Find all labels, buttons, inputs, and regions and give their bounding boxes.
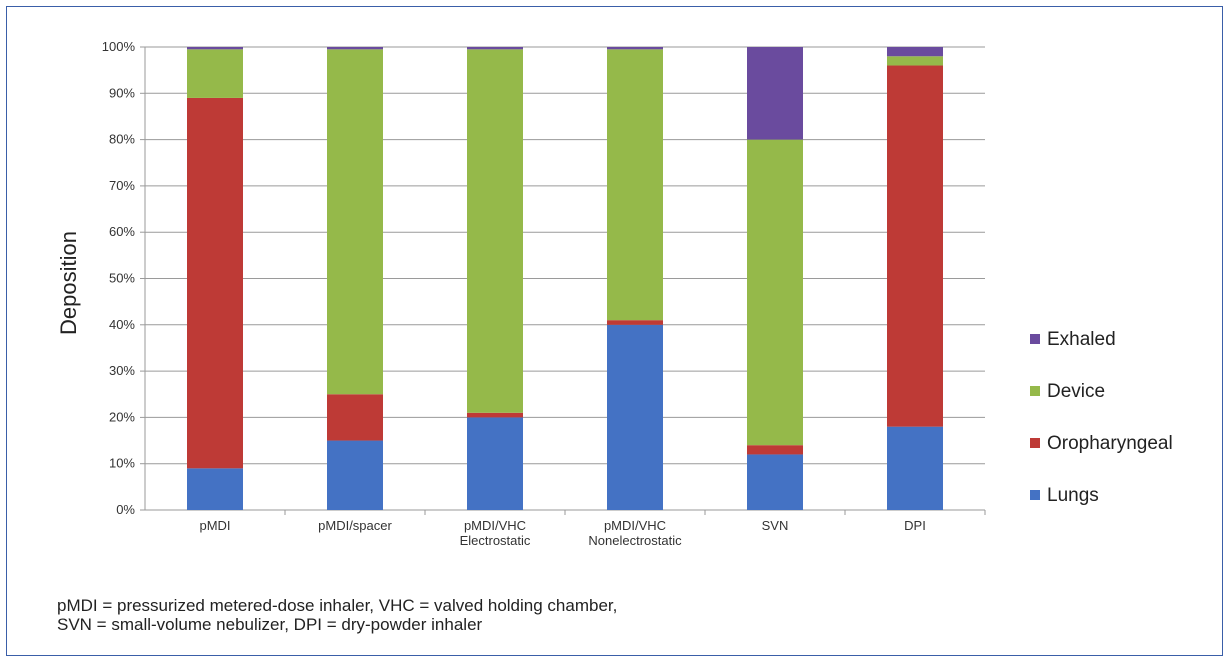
legend-label: Exhaled [1047,329,1116,350]
y-tick-label: 20% [109,409,135,424]
y-tick-label: 50% [109,271,135,286]
axes [140,46,986,515]
legend-item-device: Device [1030,381,1105,402]
bar-segment-device [887,56,943,66]
bar-segment-exhaled [327,47,383,50]
legend-swatch [1030,490,1040,500]
x-category-label: pMDI [199,518,230,533]
bar-segment-lungs [607,324,663,510]
bar-segment-device [607,49,663,321]
bar-segment-oropharyngeal [747,445,803,455]
legend-label: Lungs [1047,485,1099,506]
y-tick-label: 60% [109,224,135,239]
x-category-label: SVN [762,518,789,533]
bar-segment-lungs [187,468,243,510]
bar-segment-oropharyngeal [327,394,383,441]
legend-swatch [1030,334,1040,344]
x-category-label: pMDI/VHC Nonelectrostatic [588,518,682,548]
bar-segment-lungs [887,426,943,510]
legend-swatch [1030,386,1040,396]
y-tick-label: 100% [102,39,136,54]
x-category-label: DPI [904,518,926,533]
bar-segment-oropharyngeal [187,97,243,469]
bar-segment-oropharyngeal [467,412,523,418]
x-category-label: pMDI/spacer [318,518,392,533]
footnote: pMDI = pressurized metered-dose inhaler,… [57,596,1057,634]
legend-item-exhaled: Exhaled [1030,329,1116,350]
legend-swatch [1030,438,1040,448]
y-tick-labels: 0% 10% 20% 30% 40% 50% 60% 70% 80% 90% 100% [102,39,136,517]
bar-segment-lungs [327,440,383,510]
bar-segment-device [467,49,523,413]
legend: Exhaled Device Oropharyngeal Lungs [1030,329,1173,506]
bar-segment-exhaled [887,47,943,57]
y-tick-label: 10% [109,456,135,471]
x-category-label: pMDI/VHC Electrostatic [460,518,531,548]
bar-segment-device [747,139,803,446]
legend-label: Device [1047,381,1105,402]
y-tick-label: 90% [109,85,135,100]
legend-item-oropharyngeal: Oropharyngeal [1030,433,1173,454]
y-tick-label: 30% [109,363,135,378]
legend-label: Oropharyngeal [1047,433,1173,454]
footnote-line-1: pMDI = pressurized metered-dose inhaler,… [57,596,618,615]
y-tick-label: 40% [109,317,135,332]
y-tick-label: 80% [109,132,135,147]
bar-segment-oropharyngeal [607,320,663,325]
bar-segment-exhaled [747,47,803,140]
bar-segment-device [187,49,243,98]
bar-segment-device [327,49,383,395]
bars [187,47,943,510]
bar-segment-lungs [747,454,803,510]
x-category-labels: pMDI pMDI/spacer pMDI/VHC Electrostatic pMDI… [199,518,925,548]
bar-segment-exhaled [187,47,243,50]
bar-segment-lungs [467,417,523,510]
y-tick-label: 70% [109,178,135,193]
footnote-line-2: SVN = small-volume nebulizer, DPI = dry-… [57,615,483,634]
y-axis-label: Deposition [56,231,81,335]
bar-segment-oropharyngeal [887,65,943,427]
bar-segment-exhaled [607,47,663,50]
y-tick-label: 0% [116,502,135,517]
bar-segment-exhaled [467,47,523,50]
gridlines [145,46,985,511]
legend-item-lungs: Lungs [1030,485,1099,506]
